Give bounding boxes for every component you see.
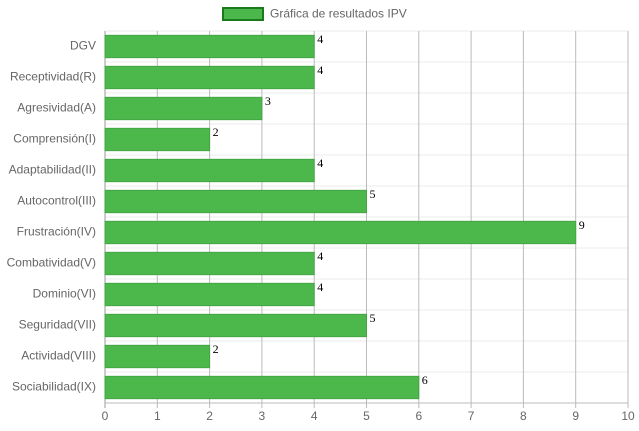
y-tick-label: Frustración(IV) xyxy=(17,225,96,239)
y-tick-label: Sociabilidad(IX) xyxy=(12,380,96,394)
y-tick-label: Agresividad(A) xyxy=(17,101,96,115)
bar xyxy=(104,127,211,152)
data-label: 4 xyxy=(317,32,323,46)
x-tick-label: 8 xyxy=(520,409,527,423)
data-label: 2 xyxy=(213,342,219,356)
data-label: 9 xyxy=(579,218,585,232)
data-label: 5 xyxy=(370,311,376,325)
data-label: 3 xyxy=(265,94,271,108)
legend-swatch xyxy=(222,7,264,21)
bar xyxy=(104,220,577,245)
y-tick-label: DGV xyxy=(70,39,96,53)
x-tick-label: 5 xyxy=(363,409,370,423)
x-tick-label: 0 xyxy=(102,409,109,423)
bar xyxy=(104,34,315,59)
y-tick-label: Adaptabilidad(II) xyxy=(9,163,96,177)
y-tick-label: Receptividad(R) xyxy=(10,70,96,84)
data-label: 2 xyxy=(213,125,219,139)
data-label: 5 xyxy=(370,187,376,201)
bar xyxy=(104,344,211,369)
y-tick-label: Dominio(VI) xyxy=(33,287,96,301)
x-tick-label: 10 xyxy=(621,409,635,423)
bar xyxy=(104,251,315,276)
x-tick-label: 9 xyxy=(572,409,579,423)
data-label: 4 xyxy=(317,249,323,263)
y-tick-label: Comprensión(I) xyxy=(13,132,96,146)
data-label: 4 xyxy=(317,280,323,294)
bar xyxy=(104,65,315,90)
x-tick-label: 7 xyxy=(468,409,475,423)
bar xyxy=(104,189,367,214)
y-tick-label: Actividad(VIII) xyxy=(21,349,96,363)
bar xyxy=(104,375,420,400)
bar xyxy=(104,313,367,338)
x-tick-label: 6 xyxy=(415,409,422,423)
bar xyxy=(104,282,315,307)
x-tick-label: 3 xyxy=(259,409,266,423)
x-tick-label: 2 xyxy=(206,409,213,423)
bar xyxy=(104,96,263,121)
x-tick-label: 1 xyxy=(154,409,161,423)
data-label: 4 xyxy=(317,156,323,170)
legend-label: Gráfica de resultados IPV xyxy=(270,7,407,21)
bar xyxy=(104,158,315,183)
data-label: 4 xyxy=(317,63,323,77)
y-tick-label: Seguridad(VII) xyxy=(19,318,96,332)
data-label: 6 xyxy=(422,373,428,387)
x-tick-label: 4 xyxy=(311,409,318,423)
y-tick-label: Autocontrol(III) xyxy=(17,194,96,208)
y-tick-label: Combatividad(V) xyxy=(7,256,96,270)
